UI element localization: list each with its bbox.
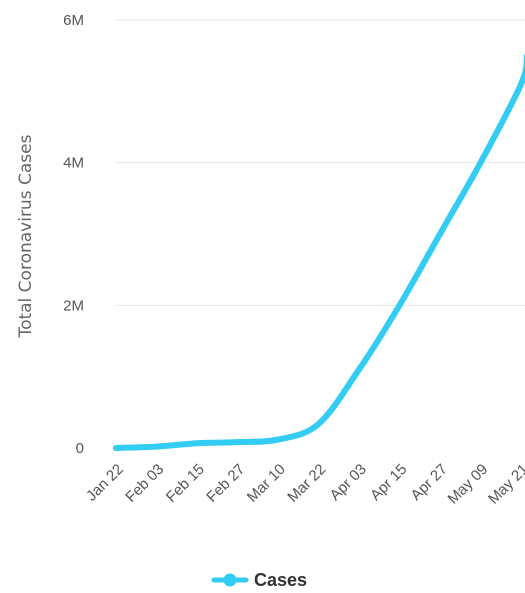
x-tick-label: May 21 bbox=[485, 461, 525, 508]
gridlines bbox=[116, 19, 525, 306]
x-tick-label: Apr 27 bbox=[408, 461, 451, 504]
legend-label[interactable]: Cases bbox=[254, 570, 307, 590]
x-tick-label: May 09 bbox=[445, 461, 492, 508]
y-tick-label: 2M bbox=[63, 297, 84, 314]
x-tick-label: Apr 03 bbox=[327, 461, 370, 504]
x-tick-label: Feb 15 bbox=[163, 461, 208, 506]
legend[interactable]: Cases bbox=[211, 570, 307, 590]
y-axis-title: Total Coronavirus Cases bbox=[16, 134, 36, 338]
y-axis-ticks: 0 2M 4M 6M bbox=[63, 12, 84, 457]
y-tick-label: 0 bbox=[76, 440, 84, 457]
y-tick-label: 4M bbox=[63, 155, 84, 172]
x-tick-label: Mar 22 bbox=[284, 461, 329, 506]
legend-marker bbox=[223, 573, 237, 587]
series-line-cases bbox=[113, 53, 525, 451]
series-layer bbox=[113, 53, 525, 451]
x-tick-label: Mar 10 bbox=[244, 461, 289, 506]
x-tick-label: Feb 03 bbox=[122, 461, 167, 506]
x-tick-label: Feb 27 bbox=[203, 461, 248, 506]
x-tick-label: Jan 22 bbox=[83, 461, 127, 505]
x-tick-label: Apr 15 bbox=[367, 461, 410, 504]
y-tick-label: 6M bbox=[63, 12, 84, 29]
